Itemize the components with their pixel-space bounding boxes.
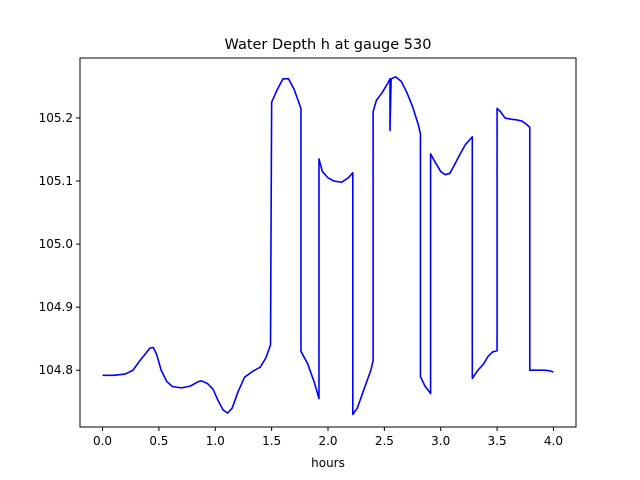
x-axis-label: hours [311, 456, 345, 470]
x-tick-label: 2.5 [375, 434, 394, 448]
y-axis-ticks: 104.8 104.9 105.0 105.1 105.2 [39, 111, 80, 377]
series-line-0 [102, 76, 554, 416]
y-tick-label: 104.9 [39, 300, 73, 314]
y-tick-label: 105.2 [39, 111, 73, 125]
chart-title: Water Depth h at gauge 530 [225, 37, 432, 53]
x-tick-label: 3.0 [431, 434, 450, 448]
x-tick-label: 0.0 [93, 434, 112, 448]
x-tick-label: 4.0 [544, 434, 563, 448]
x-tick-label: 1.5 [262, 434, 281, 448]
x-tick-label: 2.0 [318, 434, 337, 448]
x-axis-ticks: 0.0 0.5 1.0 1.5 2.0 2.5 3.0 3.5 4.0 [93, 427, 563, 448]
y-tick-label: 104.8 [39, 363, 73, 377]
x-tick-label: 1.0 [206, 434, 225, 448]
x-tick-label: 3.5 [488, 434, 507, 448]
series-layer [102, 76, 554, 416]
x-tick-label: 0.5 [149, 434, 168, 448]
y-tick-label: 105.1 [39, 174, 73, 188]
y-tick-label: 105.0 [39, 237, 73, 251]
